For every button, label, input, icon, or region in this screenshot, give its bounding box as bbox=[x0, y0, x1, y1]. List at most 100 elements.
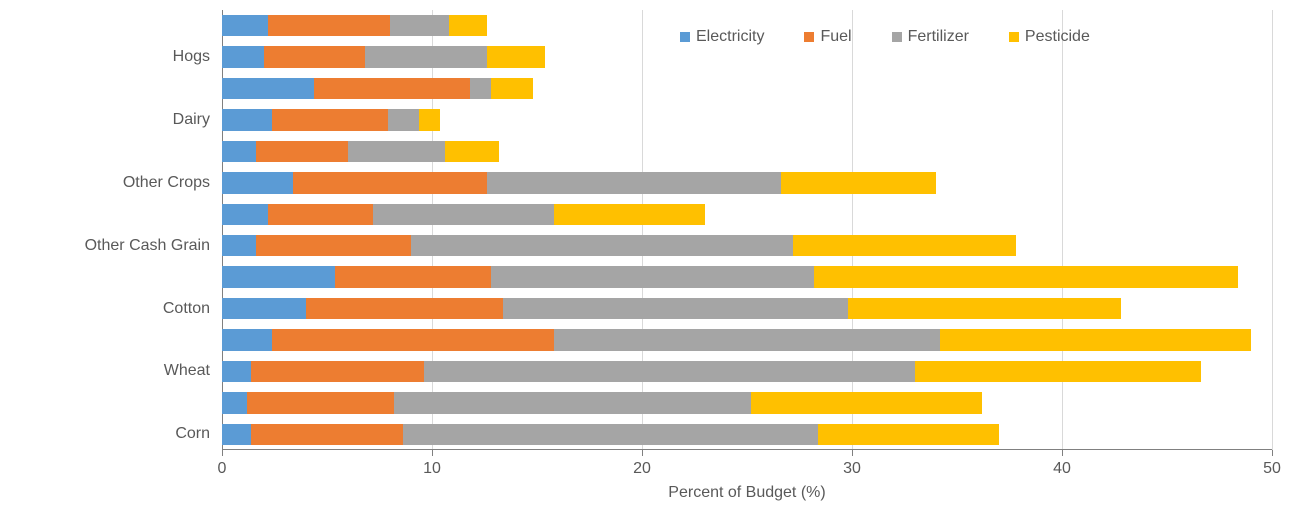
category-label: Other Cash Grain bbox=[85, 237, 210, 255]
bar-segment-pesticide bbox=[491, 78, 533, 99]
bar-row bbox=[222, 298, 1121, 319]
legend-swatch bbox=[1009, 32, 1019, 42]
category-label: Cotton bbox=[163, 300, 210, 318]
gridline bbox=[1062, 10, 1063, 450]
category-label: Corn bbox=[175, 425, 210, 443]
bar-row bbox=[222, 235, 1016, 256]
bar-segment-electricity bbox=[222, 204, 268, 225]
bar-segment-fertilizer bbox=[348, 141, 445, 162]
bar-segment-fertilizer bbox=[470, 78, 491, 99]
bar-segment-fuel bbox=[256, 141, 348, 162]
bar-segment-pesticide bbox=[781, 172, 936, 193]
x-tick bbox=[1272, 450, 1273, 456]
bar-segment-electricity bbox=[222, 15, 268, 36]
x-tick bbox=[642, 450, 643, 456]
category-label: Other Crops bbox=[123, 174, 210, 192]
bar-segment-pesticide bbox=[940, 329, 1251, 350]
x-tick-label: 30 bbox=[843, 460, 861, 478]
bar-segment-fertilizer bbox=[487, 172, 781, 193]
bar-segment-fertilizer bbox=[365, 46, 487, 67]
legend-label: Fuel bbox=[820, 28, 851, 46]
bar-segment-electricity bbox=[222, 392, 247, 413]
x-tick bbox=[222, 450, 223, 456]
bar-segment-fuel bbox=[268, 204, 373, 225]
bar-segment-fuel bbox=[314, 78, 469, 99]
x-tick-label: 0 bbox=[218, 460, 227, 478]
category-label: Wheat bbox=[164, 362, 210, 380]
x-tick bbox=[1062, 450, 1063, 456]
bar-segment-fertilizer bbox=[390, 15, 449, 36]
bar-segment-pesticide bbox=[445, 141, 500, 162]
bar-segment-electricity bbox=[222, 172, 293, 193]
x-tick-label: 50 bbox=[1263, 460, 1281, 478]
bar-segment-electricity bbox=[222, 298, 306, 319]
bar-segment-electricity bbox=[222, 329, 272, 350]
legend-swatch bbox=[804, 32, 814, 42]
x-tick-label: 10 bbox=[423, 460, 441, 478]
bar-segment-pesticide bbox=[554, 204, 705, 225]
gridline bbox=[1272, 10, 1273, 450]
bar-segment-fuel bbox=[251, 424, 402, 445]
x-axis-title: Percent of Budget (%) bbox=[668, 484, 825, 502]
bar-segment-electricity bbox=[222, 266, 335, 287]
category-label: Hogs bbox=[173, 48, 210, 66]
bar-segment-pesticide bbox=[449, 15, 487, 36]
bar-segment-electricity bbox=[222, 424, 251, 445]
bar-segment-fertilizer bbox=[394, 392, 751, 413]
bar-segment-fertilizer bbox=[411, 235, 793, 256]
bar-segment-fertilizer bbox=[388, 109, 420, 130]
legend-label: Fertilizer bbox=[908, 28, 969, 46]
bar-row bbox=[222, 329, 1251, 350]
bar-segment-fertilizer bbox=[503, 298, 847, 319]
gridline bbox=[852, 10, 853, 450]
bar-segment-fuel bbox=[272, 329, 553, 350]
plot-region bbox=[222, 10, 1272, 450]
legend: Electricity Fuel Fertilizer Pesticide bbox=[680, 28, 1130, 46]
legend-label: Electricity bbox=[696, 28, 764, 46]
bar-segment-fuel bbox=[251, 361, 423, 382]
bar-segment-fertilizer bbox=[373, 204, 554, 225]
bar-segment-pesticide bbox=[848, 298, 1121, 319]
bar-row bbox=[222, 424, 999, 445]
bar-segment-pesticide bbox=[487, 46, 546, 67]
bar-segment-pesticide bbox=[818, 424, 999, 445]
legend-item-fertilizer: Fertilizer bbox=[892, 28, 969, 46]
legend-item-fuel: Fuel bbox=[804, 28, 851, 46]
gridline bbox=[432, 10, 433, 450]
bar-segment-pesticide bbox=[751, 392, 982, 413]
x-tick bbox=[432, 450, 433, 456]
x-tick-label: 20 bbox=[633, 460, 651, 478]
chart-area: Electricity Fuel Fertilizer Pesticide Perce… bbox=[0, 0, 1296, 525]
budget-stacked-bar-chart: Electricity Fuel Fertilizer Pesticide Perce… bbox=[0, 0, 1296, 525]
category-label: Dairy bbox=[173, 111, 210, 129]
bar-segment-fuel bbox=[306, 298, 503, 319]
bar-segment-fertilizer bbox=[403, 424, 819, 445]
x-axis-line bbox=[222, 449, 1272, 450]
bar-segment-pesticide bbox=[419, 109, 440, 130]
legend-item-pesticide: Pesticide bbox=[1009, 28, 1090, 46]
bar-row bbox=[222, 109, 440, 130]
legend-item-electricity: Electricity bbox=[680, 28, 764, 46]
x-tick-label: 40 bbox=[1053, 460, 1071, 478]
bar-segment-fuel bbox=[264, 46, 365, 67]
bar-row bbox=[222, 172, 936, 193]
y-axis-line bbox=[222, 10, 223, 450]
bar-segment-electricity bbox=[222, 78, 314, 99]
bar-segment-fuel bbox=[272, 109, 388, 130]
bar-row bbox=[222, 78, 533, 99]
bar-segment-electricity bbox=[222, 109, 272, 130]
bar-row bbox=[222, 361, 1201, 382]
bar-row bbox=[222, 15, 487, 36]
x-tick bbox=[852, 450, 853, 456]
legend-swatch bbox=[892, 32, 902, 42]
bar-row bbox=[222, 46, 545, 67]
bar-segment-fertilizer bbox=[491, 266, 814, 287]
bar-segment-electricity bbox=[222, 235, 256, 256]
bar-segment-pesticide bbox=[793, 235, 1016, 256]
bar-row bbox=[222, 392, 982, 413]
gridline bbox=[642, 10, 643, 450]
bar-segment-electricity bbox=[222, 361, 251, 382]
bar-row bbox=[222, 266, 1238, 287]
bar-row bbox=[222, 204, 705, 225]
bar-segment-fuel bbox=[335, 266, 490, 287]
